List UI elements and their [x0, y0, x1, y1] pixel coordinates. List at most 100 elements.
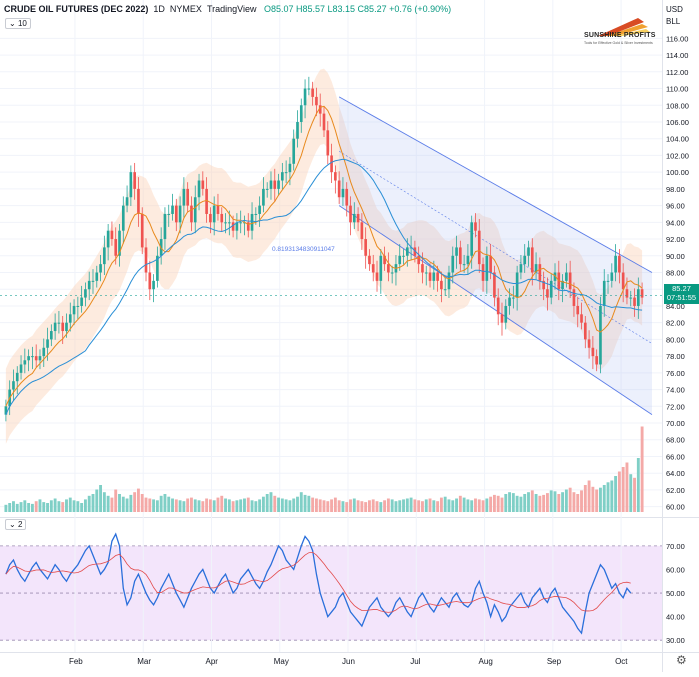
- volume-bar: [333, 497, 337, 512]
- candle-body: [447, 272, 451, 290]
- volume-bar: [42, 502, 46, 512]
- volume-bar: [580, 490, 583, 512]
- volume-bar: [405, 498, 409, 512]
- volume-bar: [277, 497, 280, 512]
- logo-tagline: Tools for Effective Gold & Silver Invest…: [584, 41, 653, 45]
- volume-bar: [364, 502, 368, 512]
- candle-body: [379, 255, 383, 281]
- price-tick-label: 110.00: [666, 85, 688, 94]
- candle-body: [402, 255, 405, 257]
- candle-body: [129, 172, 133, 198]
- volume-bar: [553, 491, 557, 512]
- candle-body: [254, 213, 258, 215]
- last-price-tag: 85.27 07:51:55: [664, 284, 699, 304]
- volume-bar: [34, 501, 38, 512]
- candle-body: [231, 222, 235, 231]
- volume-bar: [152, 499, 156, 512]
- candle-body: [636, 289, 640, 306]
- candle-body: [228, 222, 231, 224]
- candle-body: [246, 222, 250, 231]
- candle-body: [95, 272, 99, 281]
- candle-body: [190, 205, 193, 223]
- candle-body: [368, 255, 371, 265]
- volume-bar: [341, 501, 345, 512]
- volume-bar: [140, 494, 144, 512]
- price-tick-label: 98.00: [666, 185, 685, 194]
- candle-body: [209, 213, 212, 223]
- candle-body: [489, 255, 492, 273]
- volume-bar: [4, 504, 8, 512]
- volume-bar: [118, 494, 121, 512]
- candle-body: [220, 213, 224, 223]
- candle-body: [360, 222, 364, 240]
- candle-body: [481, 264, 485, 281]
- candle-body: [144, 247, 148, 273]
- currency-label[interactable]: USD: [666, 5, 683, 14]
- volume-bar: [186, 498, 190, 512]
- candle-body: [299, 105, 303, 122]
- candle-body: [591, 347, 595, 357]
- volume-bar: [235, 500, 239, 512]
- candle-body: [186, 188, 189, 206]
- volume-bar: [12, 501, 15, 512]
- volume-bar: [572, 492, 576, 512]
- volume-bar: [636, 458, 640, 512]
- volume-bar: [326, 501, 330, 512]
- settings-gear-icon[interactable]: ⚙: [676, 653, 687, 667]
- candle-body: [133, 172, 136, 189]
- price-tick-label: 68.00: [666, 436, 685, 445]
- volume-bar: [246, 497, 250, 512]
- volume-bar: [148, 498, 152, 512]
- candle-body: [542, 280, 545, 290]
- volume-bar: [254, 501, 258, 512]
- candle-body: [621, 272, 625, 290]
- rsi-pane-badge[interactable]: ⌄ 2: [5, 519, 27, 530]
- candle-body: [330, 155, 333, 173]
- price-tick-label: 108.00: [666, 101, 689, 110]
- volume-bar: [163, 494, 167, 512]
- volume-bar: [519, 496, 523, 512]
- volume-bar: [220, 495, 224, 512]
- candle-body: [633, 297, 636, 306]
- volume-bar: [110, 497, 114, 512]
- candle-body: [99, 264, 102, 273]
- candle-body: [106, 230, 110, 248]
- volume-bar: [201, 501, 205, 512]
- price-tick-label: 88.00: [666, 269, 685, 278]
- volume-bar: [413, 499, 417, 512]
- volume-bar: [182, 501, 186, 512]
- volume-bar: [508, 492, 512, 512]
- candle-body: [65, 322, 68, 332]
- candle-body: [443, 289, 447, 291]
- volume-bar: [428, 498, 432, 512]
- candle-body: [76, 305, 80, 307]
- candle-body: [34, 356, 38, 361]
- candle-body: [273, 180, 277, 189]
- main-pane-badge[interactable]: ⌄ 10: [5, 18, 31, 29]
- volume-bar: [303, 494, 307, 512]
- main-pane-count: 10: [17, 19, 27, 28]
- volume-bar: [102, 492, 106, 512]
- volume-bar: [455, 498, 458, 512]
- volume-bar: [30, 503, 34, 512]
- volume-bar: [159, 495, 163, 512]
- volume-bar: [599, 487, 602, 512]
- candle-body: [125, 197, 129, 206]
- candle-body: [216, 205, 220, 214]
- volume-bar: [360, 501, 364, 512]
- candle-body: [269, 180, 273, 189]
- price-tick-label: 76.00: [666, 369, 685, 378]
- volume-bar: [458, 495, 462, 512]
- unit-label[interactable]: BLL: [666, 17, 681, 26]
- volume-bar: [538, 495, 542, 512]
- interval-label[interactable]: 1D: [153, 4, 165, 14]
- candle-body: [118, 230, 121, 256]
- volume-bar: [595, 489, 599, 512]
- candle-body: [640, 289, 644, 298]
- candle-body: [595, 356, 598, 365]
- candle-body: [534, 264, 538, 273]
- candle-body: [38, 356, 42, 361]
- price-tick-label: 82.00: [666, 319, 685, 328]
- candle-body: [561, 280, 564, 290]
